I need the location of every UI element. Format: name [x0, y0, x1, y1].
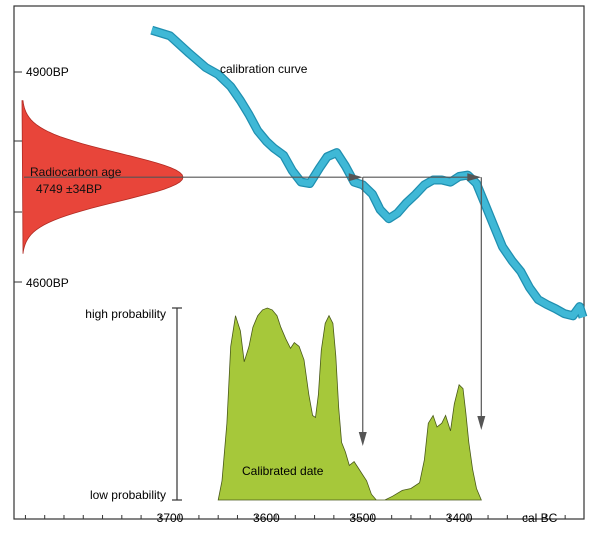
axes-layer: 3700 3600 3500 3400: [14, 71, 566, 525]
calibrated-date-label: Calibrated date: [242, 464, 324, 478]
x-tick-label-3500: 3500: [349, 511, 376, 525]
calibration-curve-layer: [150, 25, 588, 321]
low-probability-label: low probability: [90, 488, 166, 502]
y-tick-label-4600: 4600BP: [26, 276, 69, 290]
calibration-curve-band: [150, 27, 587, 320]
vertical-arrow-2-head: [477, 416, 486, 430]
radiocarbon-age-value: 4749 ±34BP: [36, 182, 102, 196]
horizontal-arrow-2-head: [467, 173, 482, 182]
horizontal-arrow-1-head: [348, 173, 363, 182]
calibrated-distribution-area: [217, 307, 482, 501]
vertical-arrow-1-head: [358, 432, 367, 446]
radiocarbon-age-label: Radiocarbon age: [30, 165, 122, 179]
x-tick-label-3600: 3600: [253, 511, 280, 525]
x-tick-label-3700: 3700: [157, 511, 184, 525]
x-tick-label-3400: 3400: [446, 511, 473, 525]
calibration-curve-label: calibration curve: [220, 62, 308, 76]
calibrated-distribution-layer: [217, 307, 482, 501]
y-tick-label-4900: 4900BP: [26, 65, 69, 79]
high-probability-label: high probability: [85, 307, 166, 321]
x-axis-unit-label: cal BC: [522, 511, 558, 525]
arrows-layer: [24, 173, 486, 446]
